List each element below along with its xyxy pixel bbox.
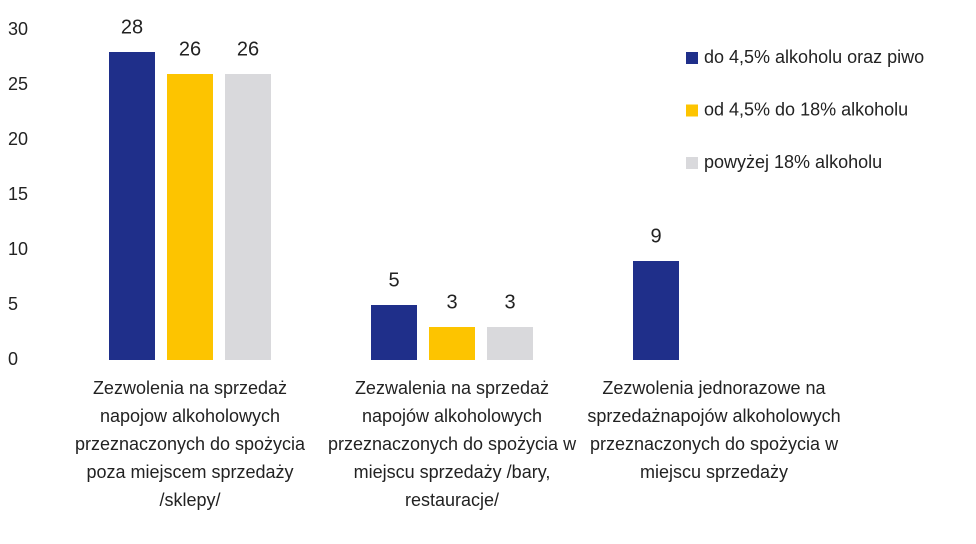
- y-tick-label: 20: [8, 129, 28, 149]
- x-tick-label: Zezwolenia na sprzedaż napojow alkoholow…: [74, 378, 306, 510]
- x-tick-label: Zezwalenia na sprzedaż napojów alkoholow…: [327, 378, 577, 510]
- y-tick-label: 5: [8, 294, 18, 314]
- value-label: 28: [121, 16, 143, 38]
- value-label: 3: [446, 291, 457, 313]
- bar: [167, 74, 213, 360]
- value-label: 3: [504, 291, 515, 313]
- x-tick-label: Zezwolenia jednorazowe na sprzedażnapojó…: [587, 378, 841, 482]
- value-label: 9: [650, 225, 661, 247]
- y-tick-label: 30: [8, 19, 28, 39]
- legend-swatch: [686, 104, 698, 117]
- legend-label: do 4,5% alkoholu oraz piwo: [704, 47, 924, 67]
- bar: [429, 327, 475, 360]
- legend-swatch: [686, 157, 698, 169]
- y-tick-label: 10: [8, 239, 28, 259]
- value-label: 5: [388, 269, 399, 291]
- y-tick-label: 15: [8, 184, 28, 204]
- bar: [371, 305, 417, 360]
- y-tick-label: 25: [8, 74, 28, 94]
- value-label: 26: [237, 38, 259, 60]
- bar: [225, 74, 271, 360]
- legend-label: powyżej 18% alkoholu: [704, 152, 882, 172]
- value-label: 26: [179, 38, 201, 60]
- legend-label: od 4,5% do 18% alkoholu: [704, 99, 908, 119]
- legend-swatch: [686, 52, 698, 64]
- bar: [487, 327, 533, 360]
- y-tick-label: 0: [8, 349, 18, 369]
- bar: [633, 261, 679, 360]
- bar: [109, 52, 155, 360]
